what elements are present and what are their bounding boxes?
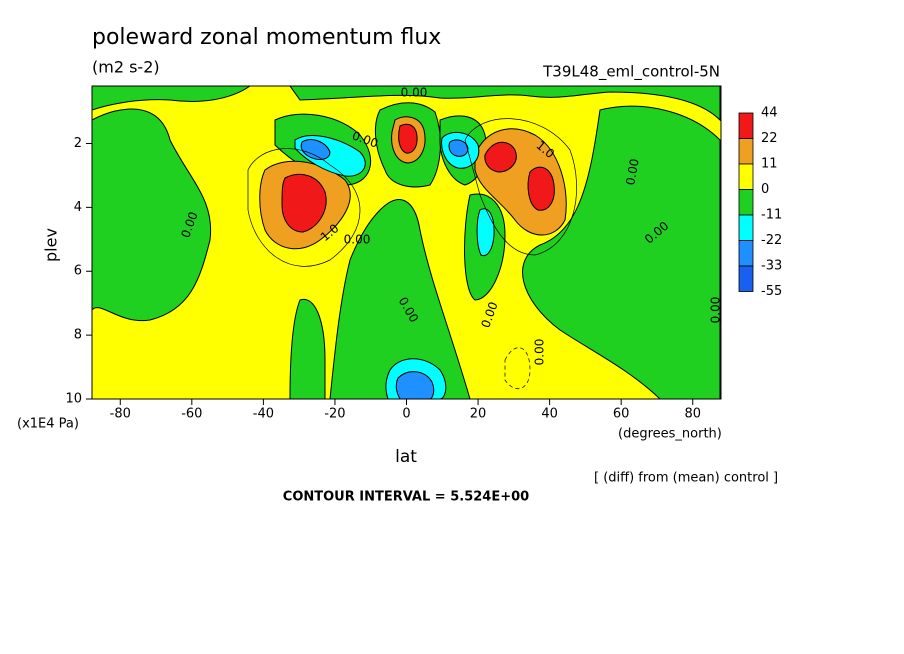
y-axis-label: plev [42, 228, 61, 262]
colorbar-label: -55 [761, 284, 782, 299]
region-bottom-min [395, 371, 435, 399]
units: (m2 s-2) [92, 58, 160, 77]
x-tick-label: -80 [110, 407, 131, 422]
colorbar-box [738, 138, 754, 165]
x-tick-label: -40 [253, 407, 274, 422]
colorbar-label: 44 [761, 106, 778, 121]
x-tick-label: 20 [470, 407, 487, 422]
contour-label: 0.00 [401, 86, 428, 100]
y-tick-label: 2 [74, 136, 82, 151]
y-tick-label: 4 [74, 200, 82, 215]
contour-line [464, 118, 577, 256]
x-tick-label: -60 [181, 407, 202, 422]
colorbar-label: 11 [761, 157, 778, 172]
colorbar-box [738, 265, 754, 292]
contour-label: 0.00 [709, 297, 723, 324]
contour-label: 0.00 [623, 158, 641, 187]
colorbar-label: 0 [761, 182, 769, 197]
chart-title: poleward zonal momentum flux [92, 25, 441, 50]
colorbar-label: -22 [761, 233, 782, 248]
x-tick-label: 0 [402, 407, 410, 422]
colorbar-box [738, 240, 754, 267]
contour-label: 0.00 [533, 339, 547, 366]
x-tick-label: 60 [613, 407, 630, 422]
region-top [289, 86, 721, 122]
colorbar-box [738, 112, 754, 139]
colorbar-box [738, 163, 754, 190]
x-units: (degrees_north) [618, 427, 722, 442]
contour-label: 0.00 [344, 233, 371, 247]
x-tick-label: -20 [324, 407, 345, 422]
y-tick-label: 8 [74, 328, 82, 343]
region-center-max [398, 123, 418, 154]
region-top-left [92, 86, 251, 111]
region-left-max [281, 173, 327, 233]
region-right [522, 105, 721, 399]
region-left-bottom [289, 298, 326, 399]
colorbar-box [738, 189, 754, 216]
y-tick-label: 10 [65, 392, 82, 407]
region-right-mid-negative [476, 208, 495, 257]
x-axis-label: lat [395, 447, 417, 467]
contour-line [247, 148, 361, 267]
region-right-min [448, 139, 469, 157]
y-tick-label: 6 [74, 264, 82, 279]
colorbar-label: -11 [761, 208, 782, 223]
region-right-max1 [484, 141, 517, 173]
colorbar-label: -33 [761, 259, 782, 274]
colorbar-label: 22 [761, 131, 778, 146]
note: [ (diff) from (mean) control ] [594, 471, 778, 486]
y-units: (x1E4 Pa) [17, 417, 79, 432]
contour-interval: CONTOUR INTERVAL = 5.524E+00 [283, 490, 529, 505]
dataset: T39L48_eml_control-5N [542, 63, 720, 82]
region-left [92, 108, 212, 322]
contour-line [504, 347, 531, 390]
region-right-max2 [527, 166, 555, 211]
contour-field [92, 86, 721, 399]
colorbar-box [738, 214, 754, 241]
x-tick-label: 40 [541, 407, 558, 422]
x-tick-label: 80 [684, 407, 701, 422]
